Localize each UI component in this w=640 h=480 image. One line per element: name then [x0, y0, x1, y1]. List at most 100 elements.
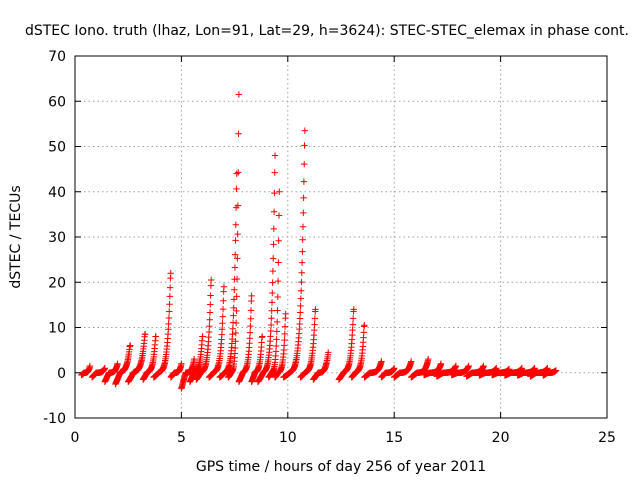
arc-series [101, 360, 121, 385]
data-point [230, 304, 237, 312]
arc-series [78, 362, 94, 379]
y-tick-label: 50 [48, 140, 66, 156]
data-point [199, 333, 206, 340]
data-point [301, 142, 308, 149]
data-point [270, 255, 277, 262]
data-point [274, 277, 282, 285]
data-point [167, 270, 174, 277]
data-point [268, 307, 275, 314]
data-point [268, 299, 276, 306]
data-point [269, 267, 277, 275]
data-point [275, 259, 282, 266]
arc-series [225, 91, 243, 381]
arc-series [248, 333, 266, 385]
data-point [247, 322, 254, 330]
arc-series [186, 333, 206, 385]
data-point [275, 237, 282, 244]
data-point [232, 338, 239, 345]
data-point [247, 315, 254, 322]
data-point [233, 293, 240, 300]
data-point [247, 307, 255, 314]
data-point [349, 315, 357, 322]
data-point [273, 318, 281, 326]
data-point [437, 360, 445, 367]
data-point [229, 331, 236, 338]
data-point [273, 336, 280, 343]
data-point [127, 342, 134, 349]
arc-series [488, 365, 513, 379]
data-point [299, 236, 306, 243]
arc-series [433, 362, 460, 380]
data-point [248, 292, 255, 300]
x-tick-label: 20 [492, 430, 510, 446]
data-point [272, 348, 280, 355]
data-point [270, 241, 277, 248]
data-point [298, 259, 306, 266]
data-point [166, 284, 174, 291]
data-point [350, 306, 357, 313]
data-point [235, 169, 242, 176]
arc-series [193, 276, 215, 383]
data-point [267, 333, 274, 340]
arc-series [348, 322, 368, 381]
x-tick-label: 5 [177, 430, 186, 446]
data-point [270, 225, 278, 233]
data-point [206, 309, 214, 316]
arc-series [112, 342, 134, 388]
data-point [297, 309, 304, 316]
data-point [220, 297, 227, 304]
data-point [207, 292, 214, 299]
data-point [220, 283, 228, 290]
data-point [269, 289, 276, 297]
data-point [233, 307, 240, 315]
data-point [360, 329, 367, 336]
arc-series [254, 152, 279, 385]
arc-series [420, 360, 445, 379]
data-point [232, 319, 240, 327]
arc-series [391, 358, 415, 381]
y-axis-label: dSTEC / TECUs [8, 185, 24, 288]
data-point [231, 350, 239, 357]
y-tick-label: 40 [48, 185, 66, 201]
arc-series [297, 306, 319, 381]
data-point [301, 160, 308, 168]
data-point [552, 367, 560, 374]
data-point [425, 355, 432, 363]
data-point [480, 362, 487, 370]
data-point [114, 360, 121, 367]
arc-series [139, 333, 160, 383]
data-point [378, 358, 385, 365]
data-point [166, 293, 174, 300]
data-point [207, 282, 215, 289]
y-tick-label: 30 [48, 230, 66, 246]
data-point [165, 320, 172, 328]
data-point [299, 223, 307, 231]
data-points [78, 91, 560, 392]
data-point [311, 315, 319, 322]
data-point [231, 264, 239, 271]
data-point [281, 323, 289, 330]
data-point [273, 342, 280, 350]
data-point [267, 321, 275, 329]
chart-title: dSTEC Iono. truth (lhaz, Lon=91, Lat=29,… [25, 23, 629, 39]
data-point [230, 296, 238, 303]
arc-series [335, 306, 357, 383]
data-point [219, 313, 226, 320]
x-tick-label: 0 [71, 430, 80, 446]
y-tick-label: 10 [48, 321, 66, 337]
data-point [276, 188, 283, 195]
y-tick-label: 60 [48, 94, 66, 110]
data-point [233, 185, 240, 193]
data-point [298, 278, 305, 286]
grid [75, 56, 607, 418]
data-point [297, 287, 305, 294]
data-point [229, 325, 236, 332]
data-point [274, 307, 281, 314]
data-point [297, 295, 305, 302]
arc-series [378, 365, 398, 381]
data-point [233, 275, 241, 283]
data-point [452, 362, 460, 370]
data-point [296, 320, 303, 328]
data-point [300, 194, 307, 202]
data-point [206, 316, 213, 323]
